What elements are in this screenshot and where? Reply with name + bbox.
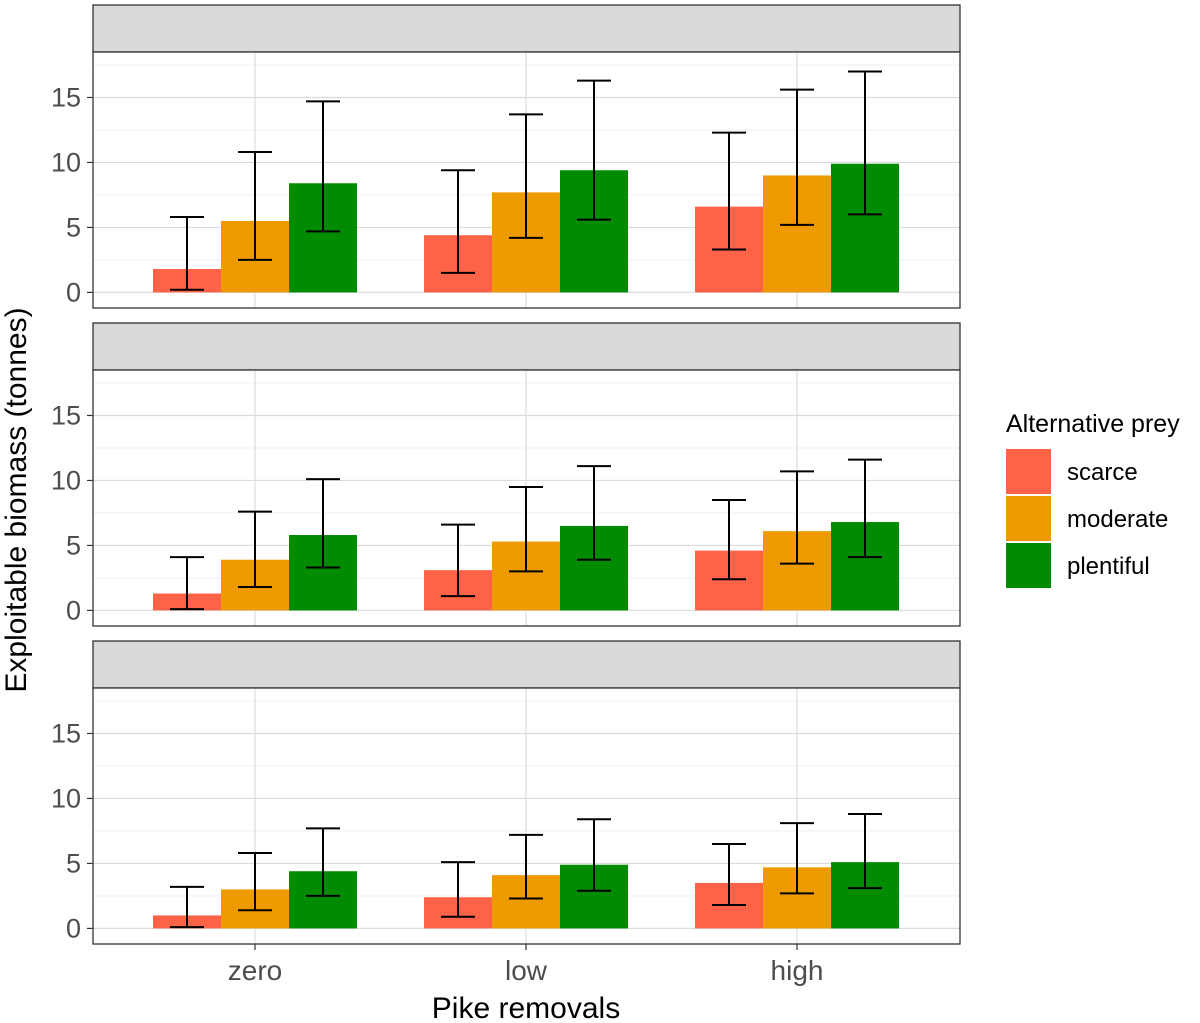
- y-tick-label: 5: [66, 848, 81, 878]
- facet-panel: 0 5 10 15: [51, 640, 961, 945]
- y-tick-label: 10: [51, 783, 81, 813]
- y-tick-label: 10: [51, 147, 81, 177]
- error-bar: [577, 818, 611, 892]
- error-bar: [441, 523, 475, 598]
- error-bar: [306, 478, 340, 569]
- facet-strip: [92, 322, 961, 371]
- facet-strip: [92, 4, 961, 53]
- y-tick-label: 15: [51, 82, 81, 112]
- error-bar: [441, 861, 475, 918]
- x-axis: zero low high: [228, 944, 824, 986]
- y-tick-label: 15: [51, 400, 81, 430]
- y-tick-label: 15: [51, 718, 81, 748]
- facet-strip: [92, 640, 961, 689]
- error-bar: [509, 113, 543, 239]
- legend-key-moderate: [1006, 496, 1051, 541]
- legend-key-scarce: [1006, 449, 1051, 494]
- x-tick-label: low: [505, 955, 548, 986]
- y-tick-label: 10: [51, 465, 81, 495]
- error-bar: [780, 88, 814, 226]
- legend-label-moderate: moderate: [1067, 506, 1168, 533]
- y-tick-label: 0: [66, 277, 81, 307]
- error-bar: [577, 465, 611, 561]
- error-bar: [170, 556, 204, 611]
- x-tick-label: zero: [228, 955, 282, 986]
- error-bar: [848, 813, 882, 890]
- facet-panel: 0 5 10 15: [51, 4, 961, 309]
- error-bar: [712, 131, 746, 251]
- error-bar: [441, 169, 475, 274]
- legend-key-plentiful: [1006, 543, 1051, 588]
- y-tick-label: 0: [66, 595, 81, 625]
- panel-border: [92, 369, 961, 627]
- facet-panel: 0 5 10 15: [51, 322, 961, 627]
- error-bar: [509, 485, 543, 573]
- error-bar: [306, 827, 340, 897]
- y-axis-title: Exploitable biomass (tonnes): [0, 307, 33, 692]
- legend-title: Alternative prey: [1006, 410, 1180, 438]
- error-bar: [577, 79, 611, 221]
- error-bar: [712, 498, 746, 581]
- error-bar: [306, 100, 340, 233]
- error-bar: [170, 885, 204, 929]
- error-bar: [848, 70, 882, 216]
- y-tick-label: 0: [66, 913, 81, 943]
- legend-label-plentiful: plentiful: [1067, 553, 1150, 580]
- x-axis-title: Pike removals: [432, 992, 620, 1023]
- error-bar: [712, 842, 746, 907]
- panels: 0 5 10 15 0 5 10 15 0 5 10 15: [51, 4, 961, 945]
- error-bar: [780, 822, 814, 895]
- panel-border: [92, 51, 961, 309]
- error-bar: [238, 510, 272, 589]
- legend-label-scarce: scarce: [1067, 459, 1138, 486]
- error-bar: [509, 833, 543, 900]
- y-tick-label: 5: [66, 530, 81, 560]
- legend: Alternative prey scarce moderate plentiful: [1006, 410, 1180, 588]
- error-bar: [780, 470, 814, 565]
- error-bar: [238, 151, 272, 261]
- error-bar: [170, 216, 204, 291]
- error-bar: [848, 458, 882, 559]
- y-tick-label: 5: [66, 212, 81, 242]
- error-bar: [238, 852, 272, 912]
- x-tick-label: high: [771, 955, 824, 986]
